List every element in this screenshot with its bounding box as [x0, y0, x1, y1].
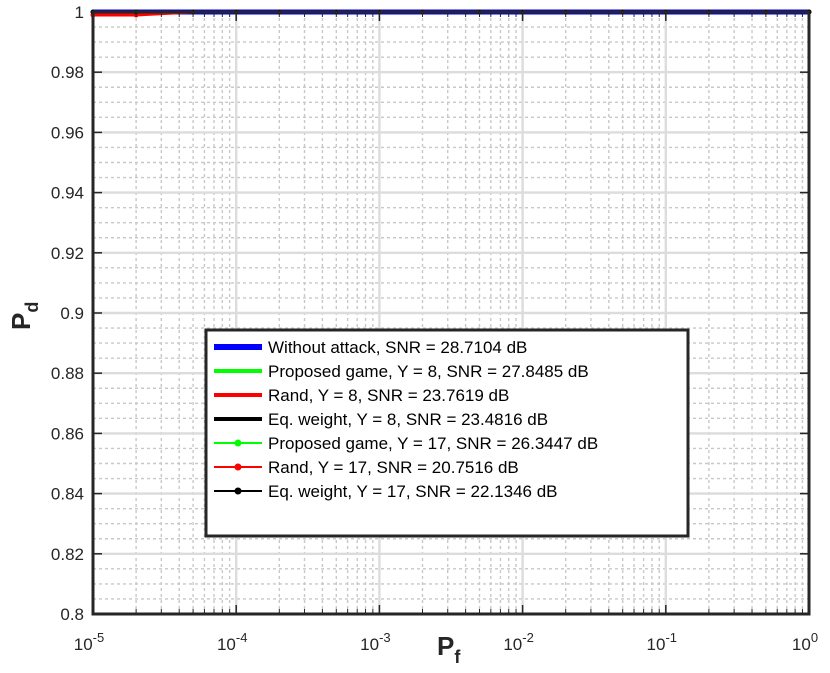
- y-tick-label: 0.8: [60, 605, 84, 624]
- legend-label: Eq. weight, Y = 17, SNR = 22.1346 dB: [268, 482, 558, 501]
- x-tick-label: 10-2: [503, 630, 533, 654]
- legend-marker: [234, 463, 242, 471]
- legend-entry-4: Eq. weight, Y = 8, SNR = 23.4816 dB: [214, 410, 548, 429]
- legend-entry-5: Proposed game, Y = 17, SNR = 26.3447 dB: [214, 434, 598, 453]
- y-tick-labels: 1 0.98 0.96 0.94 0.92 0.9 0.88 0.86 0.84 0.82 0.8: [51, 3, 84, 624]
- legend-box: [204, 328, 690, 538]
- x-tick-label: 10-3: [360, 630, 390, 654]
- x-tick-labels: 10-5 10-4 10-3 10-2 10-1 100: [74, 630, 818, 654]
- y-tick-label: 0.86: [51, 424, 84, 443]
- x-tick-label: 10-1: [647, 630, 677, 654]
- legend-entries: Without attack, SNR = 28.7104 dB Proposed…: [214, 338, 598, 501]
- y-tick-label: 0.82: [51, 545, 84, 564]
- legend-entry-7: Eq. weight, Y = 17, SNR = 22.1346 dB: [214, 482, 558, 501]
- legend-entry-6: Rand, Y = 17, SNR = 20.7516 dB: [214, 458, 519, 477]
- legend-marker: [234, 487, 242, 495]
- y-tick-label: 0.88: [51, 364, 84, 383]
- legend-label: Proposed game, Y = 8, SNR = 27.8485 dB: [268, 362, 589, 381]
- legend-entry-3: Rand, Y = 8, SNR = 23.7619 dB: [214, 386, 509, 405]
- x-tick-label: 100: [792, 630, 818, 654]
- y-tick-label: 0.84: [51, 485, 84, 504]
- legend-marker: [234, 439, 242, 447]
- y-tick-label: 1: [75, 3, 84, 22]
- y-tick-label: 0.96: [51, 123, 84, 142]
- legend-label: Eq. weight, Y = 8, SNR = 23.4816 dB: [268, 410, 548, 429]
- x-tick-label: 10-5: [74, 630, 104, 654]
- y-tick-label: 0.98: [51, 63, 84, 82]
- axis-ticks: [92, 11, 810, 615]
- y-axis-label: Pd: [6, 302, 42, 330]
- legend-label: Rand, Y = 8, SNR = 23.7619 dB: [268, 386, 509, 405]
- y-tick-label: 0.94: [51, 184, 84, 203]
- legend-label: Rand, Y = 17, SNR = 20.7516 dB: [268, 458, 519, 477]
- legend-label: Proposed game, Y = 17, SNR = 26.3447 dB: [268, 434, 598, 453]
- x-axis-label: Pf: [437, 631, 461, 667]
- legend: Without attack, SNR = 28.7104 dB Proposed…: [204, 328, 690, 538]
- y-tick-label: 0.92: [51, 244, 84, 263]
- legend-label: Without attack, SNR = 28.7104 dB: [268, 338, 527, 357]
- x-tick-label: 10-4: [217, 630, 247, 654]
- y-tick-label: 0.9: [60, 304, 84, 323]
- legend-entry-1: Without attack, SNR = 28.7104 dB: [214, 338, 527, 357]
- legend-entry-2: Proposed game, Y = 8, SNR = 27.8485 dB: [214, 362, 589, 381]
